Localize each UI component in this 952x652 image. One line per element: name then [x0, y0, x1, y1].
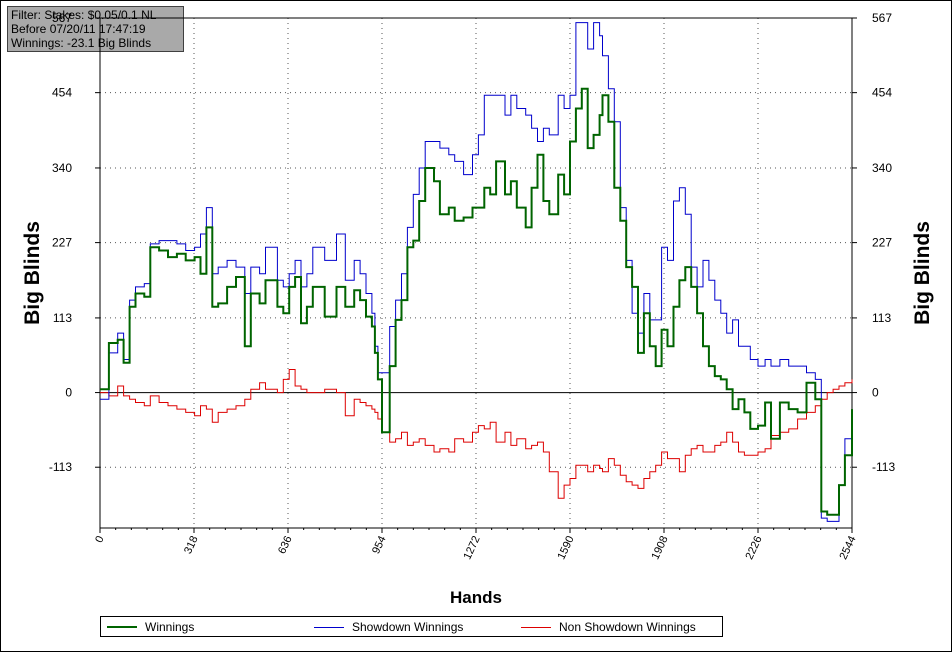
y-tick-label-left: 0 [65, 386, 72, 400]
filter-info-box: Filter: Stakes: $0.05/0.1 NL Before 07/2… [7, 6, 184, 52]
x-tick-label: 2544 [837, 534, 858, 561]
legend-label-non-showdown: Non Showdown Winnings [559, 620, 696, 634]
y-tick-label-right: 113 [872, 311, 891, 325]
filter-winnings-text: Winnings: -23.1 Big Blinds [11, 36, 152, 50]
y-axis-label-left: Big Blinds [21, 221, 44, 325]
chart-legend: Winnings Showdown Winnings Non Showdown … [100, 616, 723, 637]
x-tick-label: 1272 [461, 534, 482, 561]
y-tick-label-right: 0 [872, 386, 879, 400]
x-tick-label: 0 [93, 534, 106, 545]
series-winnings [100, 87, 853, 516]
y-tick-label-left: 567 [52, 11, 72, 25]
x-tick-label: 2226 [743, 534, 764, 561]
x-tick-label: 954 [370, 534, 389, 556]
y-tick-label-right: 227 [872, 236, 892, 250]
y-tick-label-right: 340 [872, 161, 892, 175]
x-tick-label: 318 [182, 534, 201, 556]
tick-labels: 0 318 636 954 1272 1590 1908 2226 2544 567 567 454 4… [49, 11, 896, 561]
x-tick-label: 1590 [555, 534, 576, 561]
legend-label-showdown: Showdown Winnings [352, 620, 464, 634]
x-tick-label: 636 [276, 534, 295, 556]
y-tick-label-left: 454 [52, 86, 72, 100]
series-non-showdown-winnings [100, 369, 853, 499]
filter-date-text: Before 07/20/11 17:47:19 [11, 22, 146, 36]
y-axis-label-right: Big Blinds [911, 221, 934, 325]
y-tick-label-left: 340 [52, 161, 72, 175]
y-tick-label-right: 454 [872, 86, 892, 100]
x-tick-label: 1908 [649, 534, 670, 561]
legend-label-winnings: Winnings [145, 620, 195, 634]
series-showdown-winnings [100, 22, 853, 522]
x-axis-label: Hands [450, 588, 502, 607]
y-tick-label-left: 113 [53, 311, 72, 325]
legend-swatch-non-showdown [521, 627, 551, 628]
y-tick-label-right: -113 [872, 460, 895, 474]
chart-axes [95, 17, 857, 533]
series-layer [100, 22, 853, 522]
y-tick-label-right: 567 [872, 11, 892, 25]
legend-swatch-winnings [107, 626, 137, 628]
legend-swatch-showdown [314, 627, 344, 628]
y-tick-label-left: -113 [49, 460, 72, 474]
y-tick-label-left: 227 [52, 236, 72, 250]
